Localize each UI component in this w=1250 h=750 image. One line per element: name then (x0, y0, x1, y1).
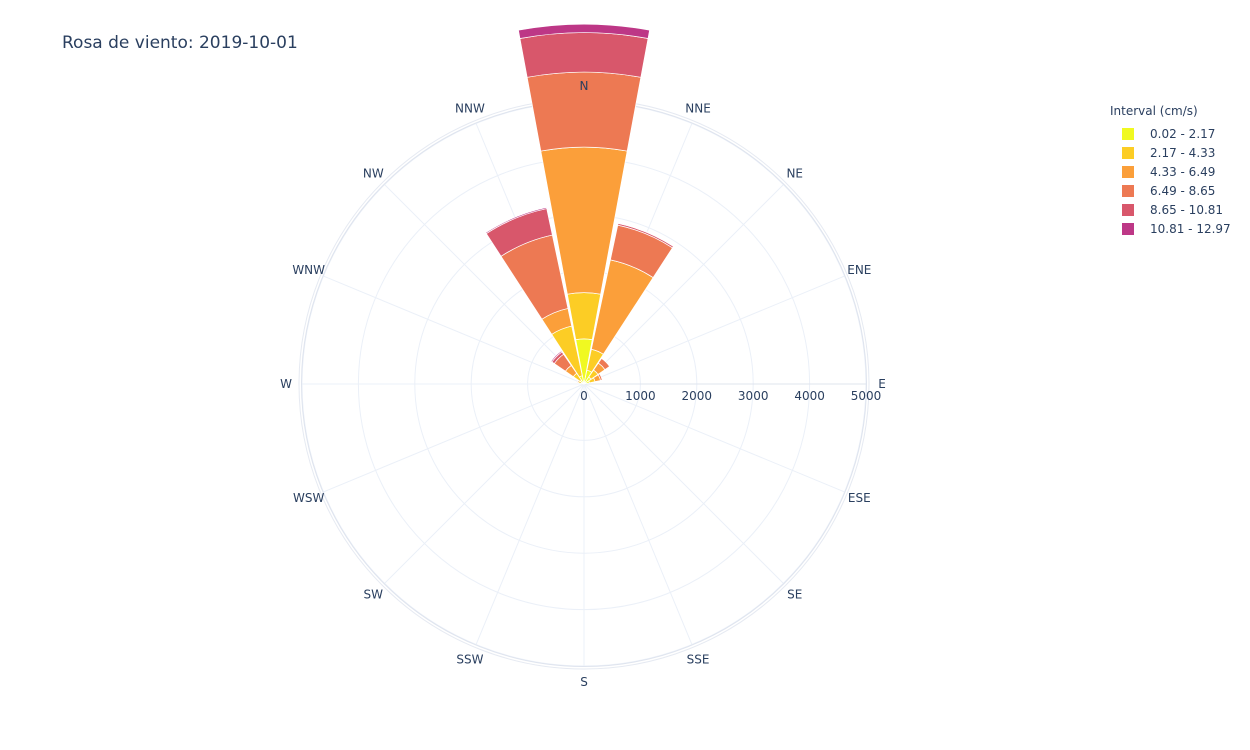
direction-label-ssw: SSW (456, 652, 483, 666)
legend-label: 8.65 - 10.81 (1150, 202, 1224, 217)
legend-label: 0.02 - 2.17 (1150, 126, 1216, 141)
direction-label-ese: ESE (848, 491, 871, 505)
legend-label: 2.17 - 4.33 (1150, 145, 1216, 160)
radial-tick-label: 1000 (625, 389, 656, 403)
legend-swatch (1122, 127, 1134, 140)
direction-label-ene: ENE (847, 263, 871, 277)
bar-n-5 (518, 23, 650, 39)
legend-swatch (1122, 184, 1134, 197)
series-4 (485, 32, 674, 365)
radial-tick-label: 4000 (794, 389, 825, 403)
series-5 (485, 23, 675, 363)
spoke-ene (583, 275, 845, 385)
legend-label: 10.81 - 12.97 (1150, 221, 1231, 236)
spoke-sse (583, 383, 693, 645)
bar-nnw-5 (485, 207, 548, 235)
legend-item[interactable]: 6.49 - 8.65 (1110, 181, 1231, 200)
legend: Interval (cm/s) 0.02 - 2.17 2.17 - 4.33 4.… (1110, 104, 1231, 238)
legend-title: Interval (cm/s) (1110, 104, 1198, 118)
spoke-wsw (323, 383, 585, 493)
polar-grid (298, 98, 870, 670)
direction-label-se: SE (787, 588, 802, 602)
spoke-wnw (323, 275, 585, 385)
spoke-ne (583, 184, 784, 385)
spoke-nw (384, 184, 585, 385)
legend-label: 4.33 - 6.49 (1150, 164, 1216, 179)
spoke-ese (583, 383, 845, 493)
direction-label-ne: NE (786, 166, 803, 180)
direction-label-wnw: WNW (292, 263, 325, 277)
legend-swatch (1122, 222, 1134, 235)
series-3 (500, 71, 673, 381)
spoke-se (583, 383, 784, 584)
direction-label-n: N (580, 79, 589, 93)
direction-label-nnw: NNW (455, 102, 485, 116)
chart-title: Rosa de viento: 2019-10-01 (62, 33, 298, 53)
direction-label-s: S (580, 675, 588, 689)
legend-swatch (1122, 165, 1134, 178)
legend-item[interactable]: 4.33 - 6.49 (1110, 162, 1231, 181)
legend-swatch (1122, 203, 1134, 216)
legend-item[interactable]: 8.65 - 10.81 (1110, 200, 1231, 219)
radial-tick-label: 0 (580, 389, 588, 403)
legend-item[interactable]: 0.02 - 2.17 (1110, 124, 1231, 143)
direction-label-sse: SSE (687, 652, 710, 666)
direction-label-sw: SW (364, 588, 384, 602)
direction-label-w: W (280, 377, 292, 391)
legend-swatch (1122, 146, 1134, 159)
legend-label: 6.49 - 8.65 (1150, 183, 1216, 198)
direction-label-e: E (878, 377, 886, 391)
legend-item[interactable]: 2.17 - 4.33 (1110, 143, 1231, 162)
axis-labels: N NNE NE ENE E ESE SE SSE S SSW SW WSW W WNW NW NNW 0 100… (280, 79, 886, 689)
series-1 (551, 292, 604, 384)
bar-wnw-2 (576, 379, 580, 384)
legend-items: 0.02 - 2.17 2.17 - 4.33 4.33 - 6.49 6.49 - … (1110, 124, 1231, 238)
bar-nw-5 (550, 350, 563, 363)
bar-ne-3 (597, 357, 611, 371)
radial-tick-label: 3000 (738, 389, 769, 403)
wind-bars (485, 23, 675, 385)
bar-ene-3 (597, 373, 603, 381)
radial-tick-label: 5000 (851, 389, 882, 403)
spoke-ssw (475, 383, 585, 645)
bar-n-4 (519, 32, 649, 78)
bar-nne-5 (617, 222, 675, 247)
direction-label-nw: NW (363, 166, 384, 180)
series-2 (540, 146, 654, 384)
spoke-sw (384, 383, 585, 584)
direction-label-wsw: WSW (293, 491, 324, 505)
direction-label-nne: NNE (685, 102, 711, 116)
radial-tick-label: 2000 (682, 389, 713, 403)
legend-item[interactable]: 10.81 - 12.97 (1110, 219, 1231, 238)
